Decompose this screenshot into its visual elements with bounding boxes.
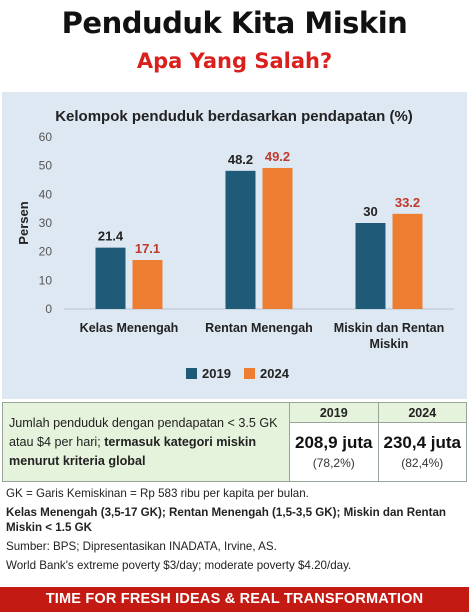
chart-panel: Kelompok penduduk berdasarkan pendapatan… [2,92,467,399]
bar-2019 [95,247,126,309]
data-label-2019: 21.4 [98,229,124,244]
summary-table: Jumlah penduduk dengan pendapatan < 3.5 … [2,402,467,482]
note-source: Sumber: BPS; Dipresentasikan INADATA, Ir… [6,540,277,553]
note-categories: Kelas Menengah (3,5-17 GK); Rentan Menen… [6,506,446,534]
y-tick-label: 30 [39,216,53,230]
summary-table-panel: Jumlah penduduk dengan pendapatan < 3.5 … [2,402,467,482]
bar-2024 [262,167,293,309]
y-tick-label: 10 [39,273,53,287]
percent-2024: (82,4%) [401,456,444,470]
header: Penduduk Kita Miskin Apa Yang Salah? [0,0,469,90]
bar-2024 [392,213,423,309]
x-tick-label: Rentan Menengah [205,321,313,335]
page-title: Penduduk Kita Miskin [61,6,408,40]
description-plain: Jumlah penduduk dengan pendapatan < 3.5 … [9,415,278,449]
bar-2019 [225,170,256,309]
chart-title: Kelompok penduduk berdasarkan pendapatan… [55,108,413,125]
data-label-2024: 49.2 [265,149,290,164]
note-gk: GK = Garis Kemiskinan = Rp 583 ribu per … [6,487,309,500]
table-cell-2024: 230,4 juta (82,4%) [377,422,467,482]
legend-label-2019: 2019 [202,366,231,381]
y-tick-label: 50 [39,159,53,173]
legend-label-2024: 2024 [260,366,290,381]
bar-2019 [355,223,386,309]
description-bold: termasuk kategori miskin menurut kriteri… [9,434,257,468]
x-tick-label: Miskin [370,337,409,351]
value-2024: 230,4 juta [383,433,462,452]
y-tick-label: 40 [39,187,53,201]
x-tick-label: Kelas Menengah [80,321,179,335]
footer-banner: TIME FOR FRESH IDEAS & REAL TRANSFORMATI… [0,587,469,612]
x-tick-label: Miskin dan Rentan [334,321,444,335]
y-tick-label: 20 [39,245,53,259]
legend-swatch-2024 [244,368,255,379]
value-2019: 208,9 juta [295,433,373,452]
data-label-2024: 17.1 [135,241,160,256]
table-header-2024: 2024 [377,402,467,423]
table-cell-2019: 208,9 juta (78,2%) [289,422,379,482]
notes: GK = Garis Kemiskinan = Rp 583 ribu per … [6,486,464,577]
page-subtitle: Apa Yang Salah? [136,49,333,73]
y-tick-label: 0 [45,302,52,316]
bar-chart: Kelompok penduduk berdasarkan pendapatan… [16,108,454,381]
legend-swatch-2019 [186,368,197,379]
bar-2024 [132,259,163,309]
table-header-2019: 2019 [289,402,379,423]
note-world-bank: World Bank's extreme poverty $3/day; mod… [6,559,352,572]
data-label-2019: 48.2 [228,152,253,167]
percent-2019: (78,2%) [312,456,355,470]
data-label-2024: 33.2 [395,195,420,210]
data-label-2019: 30 [363,204,377,219]
table-description: Jumlah penduduk dengan pendapatan < 3.5 … [2,402,290,482]
y-axis-label: Persen [16,201,31,244]
y-tick-label: 60 [39,130,53,144]
